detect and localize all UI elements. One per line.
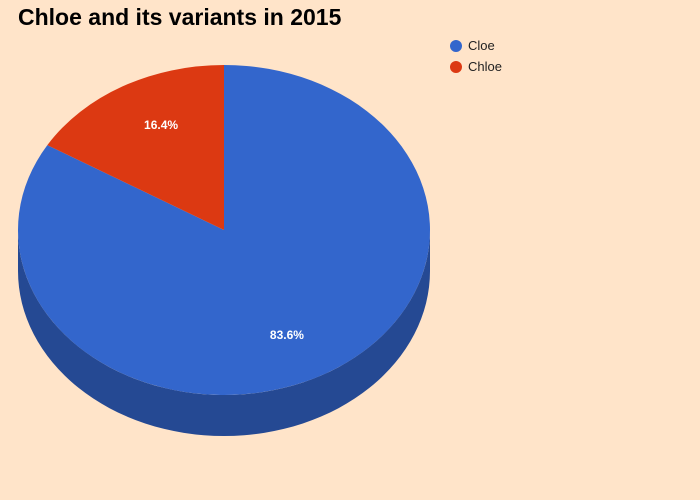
legend-item-chloe[interactable]: Chloe	[450, 56, 502, 77]
slice-label-cloe: 83.6%	[270, 328, 304, 342]
legend-label-chloe: Chloe	[468, 59, 502, 74]
legend-label-cloe: Cloe	[468, 38, 495, 53]
legend-swatch-cloe	[450, 39, 462, 52]
legend: Cloe Chloe	[450, 35, 502, 77]
legend-item-cloe[interactable]: Cloe	[450, 35, 502, 56]
legend-swatch-chloe	[450, 60, 462, 73]
pie-slice-cloe[interactable]	[17, 65, 430, 395]
pie-side-cloe	[18, 230, 430, 436]
pie-slice-chloe[interactable]	[47, 65, 224, 230]
chart-title: Chloe and its variants in 2015	[18, 4, 342, 30]
slice-label-chloe: 16.4%	[144, 118, 178, 132]
